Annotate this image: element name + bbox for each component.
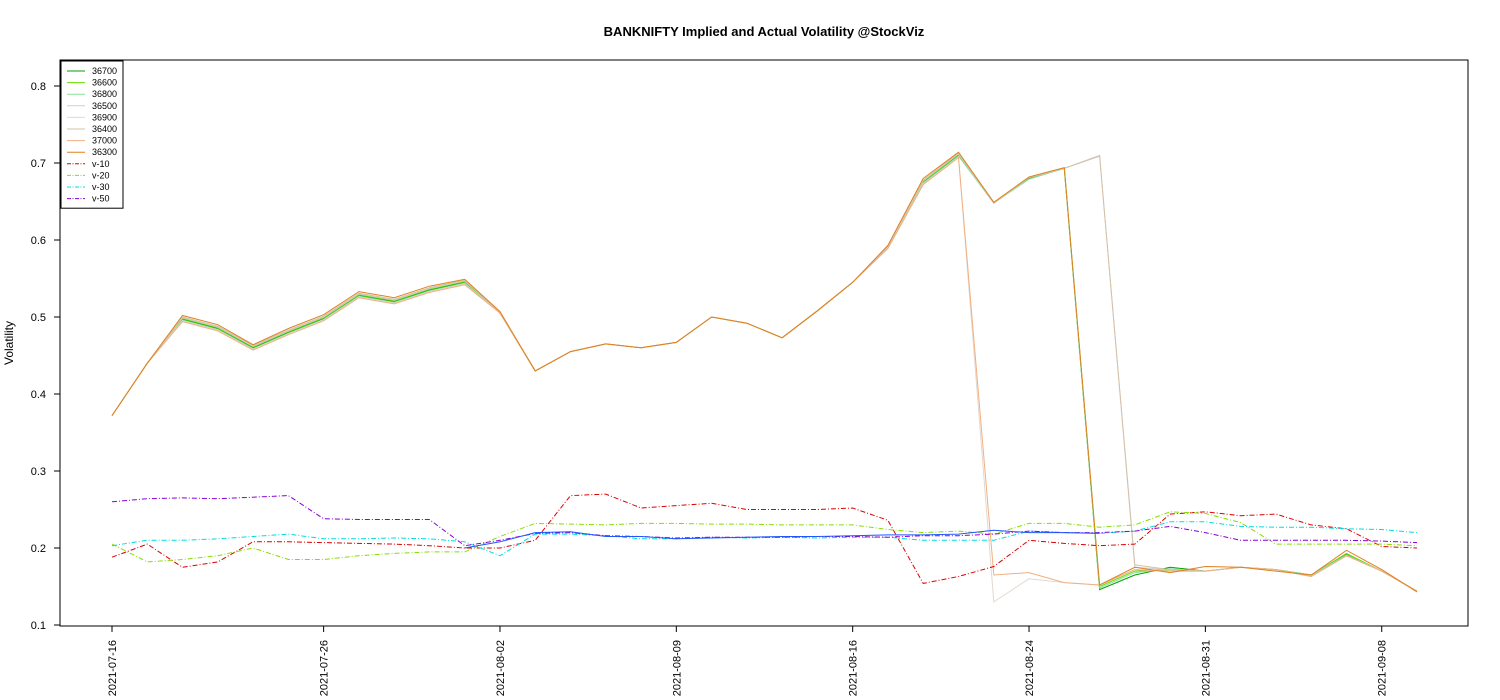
- legend-box: [60, 60, 124, 209]
- legend-label: v-30: [92, 182, 110, 192]
- series-line-v-20: [111, 511, 1418, 563]
- series-lines: [111, 151, 1418, 603]
- y-axis-label: Volatility: [2, 321, 16, 365]
- y-tick-label: 0.7: [31, 158, 46, 170]
- x-tick-label: 2021-07-16: [107, 640, 119, 696]
- legend-label: 36400: [92, 124, 117, 134]
- x-tick-label: 2021-08-31: [1200, 640, 1212, 696]
- series-line-36600: [111, 153, 1418, 592]
- y-tick-label: 0.5: [31, 312, 46, 324]
- y-tick-label: 0.1: [31, 620, 46, 632]
- series-line-36800: [111, 155, 1418, 592]
- x-tick-label: 2021-09-08: [1377, 640, 1389, 696]
- legend-label: 36600: [92, 78, 117, 88]
- plot-area: [59, 59, 1469, 627]
- legend-label: 36900: [92, 112, 117, 122]
- x-tick-label: 2021-07-26: [319, 640, 331, 696]
- legend-label: 37000: [92, 136, 117, 146]
- series-line-v-30: [111, 521, 1418, 557]
- series-line-36400: [111, 152, 1418, 592]
- x-axis: 2021-07-16 2021-07-26 2021-08-02 2021-08-09…: [107, 625, 1389, 696]
- legend-label: 36500: [92, 101, 117, 111]
- legend-label: v-10: [92, 159, 110, 169]
- series-line-36300: [111, 151, 1418, 593]
- y-tick-label: 0.8: [31, 81, 46, 93]
- legend-label: 36700: [92, 66, 117, 76]
- series-line-36900: [111, 155, 1418, 603]
- legend-label: v-50: [92, 194, 110, 204]
- x-tick-label: 2021-08-02: [495, 640, 507, 696]
- legend-label: v-20: [92, 170, 110, 180]
- series-line-37000: [111, 156, 1418, 592]
- x-tick-label: 2021-08-09: [671, 640, 683, 696]
- y-tick-label: 0.2: [31, 543, 46, 555]
- legend-label: 36800: [92, 89, 117, 99]
- legend-label: 36300: [92, 147, 117, 157]
- chart-title: BANKNIFTY Implied and Actual Volatility …: [604, 24, 925, 39]
- series-line-36500: [111, 153, 1418, 592]
- y-axis: 0.1 0.2 0.3 0.4 0.5 0.6 0.7 0.8: [31, 81, 61, 632]
- series-line-v-10: [111, 493, 1418, 584]
- y-tick-label: 0.4: [31, 389, 46, 401]
- series-line-36700: [111, 154, 1418, 592]
- series-line-v-50: [111, 495, 1418, 547]
- y-tick-label: 0.6: [31, 235, 46, 247]
- x-tick-label: 2021-08-16: [848, 640, 860, 696]
- x-tick-label: 2021-08-24: [1024, 640, 1036, 696]
- y-tick-label: 0.3: [31, 466, 46, 478]
- series-line-unlabeled-12: [464, 529, 1100, 549]
